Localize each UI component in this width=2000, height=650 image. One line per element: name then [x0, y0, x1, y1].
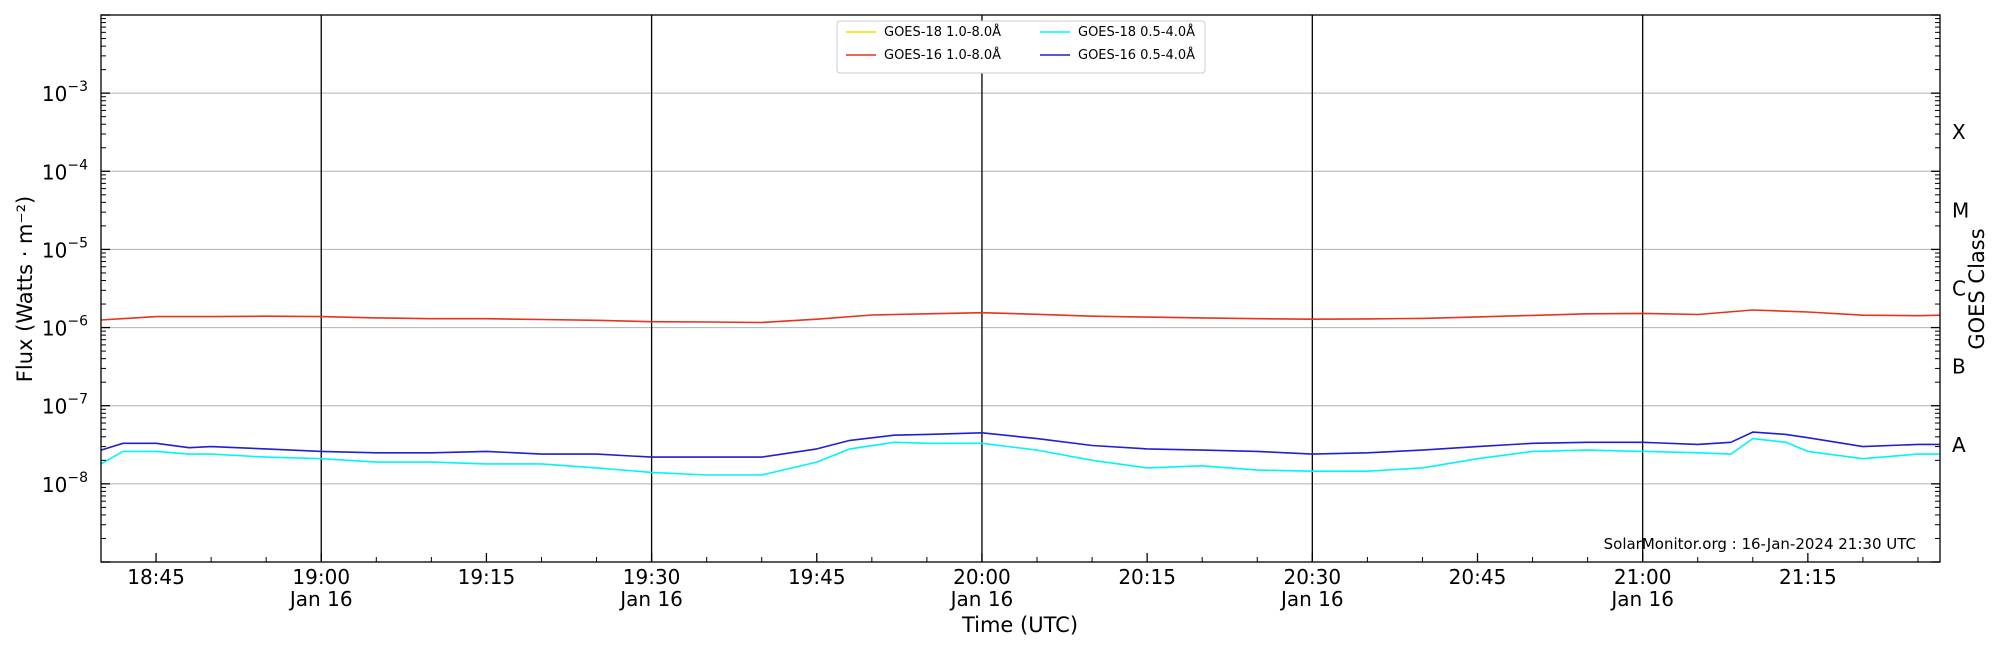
credit-annotation: SolarMonitor.org : 16-Jan-2024 21:30 UTC — [1604, 535, 1916, 553]
x-tick-date-label: Jan 16 — [949, 587, 1014, 611]
y-tick-label: 10−7 — [42, 392, 88, 419]
x-tick-label: 20:30 — [1283, 565, 1341, 589]
series-line-goes-16-1-0-8-0 — [100, 309, 1941, 324]
x-tick-label: 19:15 — [458, 565, 516, 589]
x-tick-date-label: Jan 16 — [288, 587, 353, 611]
x-tick-label: 20:45 — [1449, 565, 1507, 589]
x-tick-label: 21:15 — [1779, 565, 1837, 589]
x-tick-label: 20:00 — [953, 565, 1011, 589]
legend-box — [836, 20, 1206, 74]
goes-class-label: C — [1952, 277, 1966, 301]
goes-class-labels: A B C M X — [1952, 120, 1969, 457]
day-markers — [320, 15, 1644, 562]
x-tick-date-label: Jan 16 — [1279, 587, 1344, 611]
plot-area-frame — [100, 14, 1941, 563]
legend-label: GOES-16 1.0-8.0Å — [884, 47, 1001, 63]
legend: GOES-18 1.0-8.0Å GOES-16 1.0-8.0Å GOES-18 … — [836, 20, 1206, 74]
x-tick-label: 19:00 — [292, 565, 350, 589]
grid-lines — [101, 92, 1940, 485]
goes-class-axis-label: GOES Class — [1965, 228, 1989, 349]
x-tick-label: 18:45 — [127, 565, 185, 589]
series-line-goes-16-0-5-4-0 — [100, 431, 1940, 458]
y-tick-label: 10−4 — [42, 157, 88, 184]
y-axis-ticks: 10−8 10−7 10−6 10−5 10−4 10−3 — [42, 14, 1940, 563]
x-axis-label: Time (UTC) — [961, 613, 1078, 637]
y-tick-label: 10−5 — [42, 235, 88, 262]
series-line-goes-18-0-5-4-0 — [100, 437, 1940, 476]
x-tick-label: 19:30 — [623, 565, 681, 589]
goes-class-label: M — [1952, 198, 1969, 222]
x-tick-date-label: Jan 16 — [1609, 587, 1674, 611]
y-axis-label: Flux (Watts · m⁻²) — [13, 196, 37, 382]
legend-label: GOES-18 1.0-8.0Å — [884, 24, 1001, 40]
goes-class-label: X — [1952, 120, 1966, 144]
y-tick-label: 10−8 — [42, 470, 88, 497]
x-tick-date-label: Jan 16 — [618, 587, 683, 611]
legend-label: GOES-18 0.5-4.0Å — [1078, 24, 1195, 40]
legend-label: GOES-16 0.5-4.0Å — [1078, 47, 1195, 63]
series-lines — [100, 309, 1941, 476]
x-tick-label: 19:45 — [788, 565, 846, 589]
x-tick-label: 21:00 — [1614, 565, 1672, 589]
goes-class-label: A — [1952, 433, 1966, 457]
x-tick-label: 20:15 — [1118, 565, 1176, 589]
goes-class-label: B — [1952, 355, 1966, 379]
y-tick-label: 10−6 — [42, 314, 88, 341]
y-tick-label: 10−3 — [42, 79, 88, 106]
